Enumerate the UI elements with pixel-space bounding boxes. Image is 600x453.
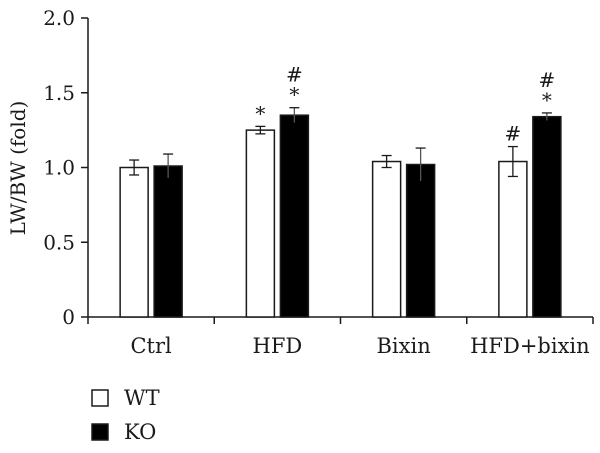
legend-swatch-ko (91, 423, 109, 441)
y-tick-label: 1.5 (43, 81, 75, 105)
y-tick-label: 0 (62, 305, 75, 329)
bar-wt-ctrl (119, 166, 149, 318)
bar-wt-hfd (245, 129, 276, 318)
significance-asterisk: * (542, 88, 552, 112)
x-tick-label: HFD+bixin (470, 334, 590, 358)
error-bar (415, 147, 426, 181)
error-bar (129, 159, 140, 176)
error-bar (507, 145, 518, 178)
significance-hash: # (538, 68, 555, 92)
chart-error-bars (129, 107, 552, 181)
bar-ko-hfd-bixin (532, 115, 562, 318)
error-bar (541, 112, 552, 121)
chart-annotations: **##*# (255, 63, 555, 146)
y-tick-label: 2.0 (43, 6, 75, 30)
bar-ko-bixin (405, 163, 436, 318)
legend-label-wt: WT (124, 386, 160, 410)
significance-asterisk: * (255, 101, 265, 125)
legend-swatch-wt (91, 389, 109, 407)
chart-bars (119, 114, 562, 318)
x-tick-label: HFD (253, 334, 303, 358)
error-bar (255, 125, 266, 135)
significance-hash: # (504, 122, 521, 146)
x-tick-label: Bixin (377, 334, 431, 358)
bar-wt-bixin (371, 160, 402, 318)
bar-wt-hfd-bixin (498, 160, 528, 318)
chart-legend: WT KO (91, 386, 160, 444)
significance-hash: # (286, 63, 303, 87)
bar-ko-ctrl (153, 165, 183, 318)
legend-label-ko: KO (124, 420, 156, 444)
y-axis-label: LW/BW (fold) (6, 101, 30, 236)
y-tick-label: 1.0 (43, 156, 75, 180)
error-bar (163, 153, 174, 178)
y-tick-label: 0.5 (43, 230, 75, 254)
error-bar (289, 107, 300, 123)
x-tick-label: Ctrl (130, 334, 172, 358)
significance-asterisk: * (289, 83, 299, 107)
chart-axes: 0 0.5 1.0 1.5 2.0 Ctrl HFD Bixin HFD+bixin (43, 6, 594, 358)
bar-ko-hfd (279, 114, 310, 318)
error-bar (381, 154, 392, 169)
